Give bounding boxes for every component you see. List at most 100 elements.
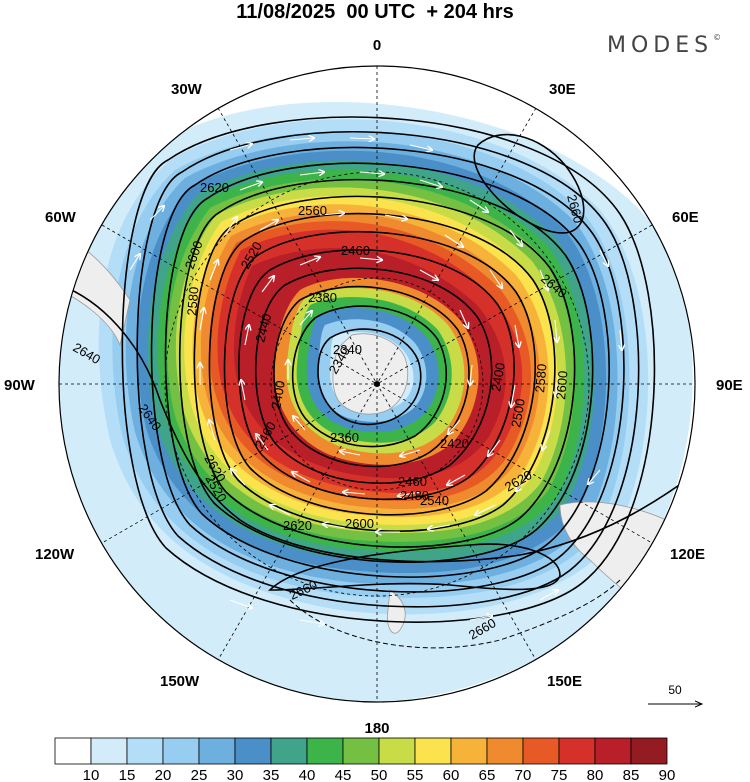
colorbar-swatch (234, 737, 272, 765)
contour-2380 (273, 285, 470, 468)
wind-arrow (340, 451, 361, 456)
wind-arrow (343, 492, 366, 494)
wind-arrow (229, 599, 252, 608)
brand-name: MODES (607, 33, 714, 58)
wind-arrow (428, 524, 451, 529)
lon-label-150e: 150E (547, 673, 582, 690)
lon-label-90e: 90E (716, 377, 743, 394)
colorbar-tick-label: 45 (335, 767, 352, 782)
colorbar-swatch (306, 737, 344, 765)
lon-label-150w: 150W (160, 673, 200, 690)
wind-arrow (509, 229, 522, 246)
wind-reference: 50 (648, 683, 702, 704)
contour-2480 (193, 195, 576, 548)
longitude-labels: 0 30E 60E 90E 120E 150E 180 150W 120W 90… (4, 37, 743, 737)
wind-arrow (256, 434, 269, 451)
copyright-mark: © (713, 33, 722, 42)
wind-arrow (259, 220, 278, 231)
colorbar: 10 15 20 25 30 35 40 45 50 55 60 65 70 75 80 85 90 (54, 737, 676, 782)
wind-arrow (516, 474, 531, 491)
colorbar-swatch (126, 737, 164, 765)
height-contours (59, 116, 695, 623)
wind-arrow (359, 172, 384, 174)
colorbar-swatch (378, 737, 416, 765)
contour-label: 2620 (200, 180, 229, 195)
wind-arrow (469, 199, 488, 212)
contour-label: 2460 (398, 474, 427, 489)
wind-arrow (319, 213, 344, 215)
wind-arrow (539, 269, 548, 290)
wind-arrow (419, 269, 438, 280)
wind-arrow (514, 324, 519, 347)
wind-arrow (555, 319, 557, 342)
antarctica (332, 333, 409, 415)
lon-label-120w: 120W (35, 546, 75, 563)
wind-reference-value: 50 (668, 683, 682, 697)
contour-2620 (121, 116, 656, 623)
contour-label: 2340 (333, 342, 362, 357)
wind-vectors (129, 138, 622, 624)
contour-2440 (223, 230, 536, 516)
contour-label: 2580 (184, 286, 201, 316)
contour-2340 (317, 328, 422, 426)
contour-label: 2440 (252, 312, 274, 344)
wind-arrow (244, 325, 249, 346)
wind-arrow (293, 416, 306, 431)
contour-label: 2420 (440, 436, 469, 451)
colorbar-tick-label: 80 (587, 767, 604, 782)
contour-2640 (59, 284, 695, 563)
contour-label: 2400 (488, 361, 508, 392)
wind-arrow (384, 214, 407, 219)
wind-arrow (620, 329, 622, 350)
colorbar-swatch (414, 737, 452, 765)
contour-label: 2580 (532, 363, 549, 393)
contour-2400 (254, 267, 493, 484)
wind-arrow (224, 217, 237, 236)
colorbar-tick-label: 60 (443, 767, 460, 782)
wind-arrow (556, 374, 558, 397)
colorbar-tick-label: 15 (119, 767, 136, 782)
lon-label-30e: 30E (549, 81, 576, 98)
colorbar-swatch (90, 737, 128, 765)
wind-arrow (588, 469, 601, 484)
contour-2360 (291, 305, 447, 448)
contour-label: 2480 (400, 488, 429, 503)
colorbar-tick-label: 30 (227, 767, 244, 782)
contour-label: 2380 (308, 290, 337, 305)
contour-2520 (164, 162, 610, 578)
wind-arrow (299, 311, 312, 326)
wind-arrow (299, 257, 320, 266)
colorbar-tick-label: 10 (83, 767, 100, 782)
colorbar-swatch (342, 737, 380, 765)
wind-arrow (289, 138, 314, 140)
colorbar-swatch (54, 737, 92, 765)
lon-label-60w: 60W (45, 209, 77, 226)
contour-2600 (136, 131, 640, 608)
wind-arrow (209, 420, 216, 441)
wind-arrow (489, 269, 502, 288)
wind-arrow (299, 619, 324, 624)
wind-arrow (149, 206, 164, 221)
colorbar-swatch (270, 737, 308, 765)
colorbar-tick-label: 90 (659, 767, 676, 782)
contour-2660-ne (473, 133, 585, 234)
contour-2420 (238, 249, 515, 501)
colorbar-swatch (558, 737, 596, 765)
contour-2660-dashed (289, 579, 621, 649)
wind-arrow (231, 469, 246, 486)
lon-label-0: 0 (373, 37, 381, 54)
colorbar-tick-label: 40 (299, 767, 316, 782)
colorbar-swatch (198, 737, 236, 765)
wind-arrow (239, 182, 262, 191)
wind-arrow (419, 179, 442, 187)
contour-2460 (208, 212, 556, 532)
wind-arrow (469, 616, 492, 621)
contour-label: 2540 (420, 493, 449, 508)
lon-label-30w: 30W (171, 81, 203, 98)
contour-label: 2600 (553, 370, 570, 400)
wind-arrow (475, 504, 496, 515)
wind-arrow (488, 439, 501, 456)
wind-arrow (299, 172, 324, 175)
wind-arrow (409, 144, 432, 150)
colorbar-tick-label: 25 (191, 767, 208, 782)
